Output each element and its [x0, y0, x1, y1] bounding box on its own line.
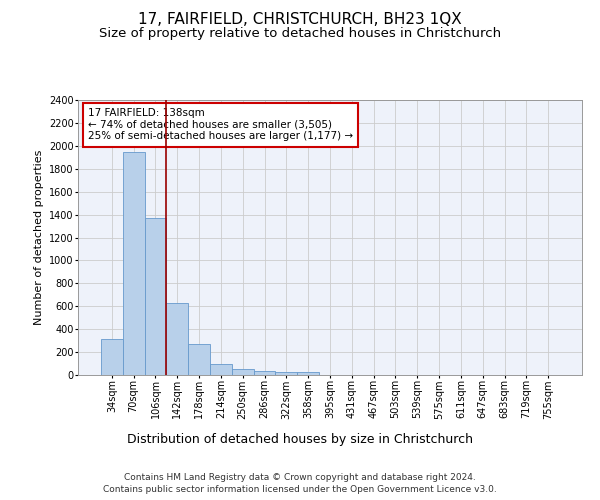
- Bar: [210, 364, 232, 375]
- Text: 17 FAIRFIELD: 138sqm
← 74% of detached houses are smaller (3,505)
25% of semi-de: 17 FAIRFIELD: 138sqm ← 74% of detached h…: [88, 108, 353, 142]
- Bar: [145, 218, 166, 375]
- Bar: [254, 371, 275, 375]
- Bar: [123, 152, 145, 375]
- Bar: [188, 344, 210, 375]
- Text: 17, FAIRFIELD, CHRISTCHURCH, BH23 1QX: 17, FAIRFIELD, CHRISTCHURCH, BH23 1QX: [138, 12, 462, 28]
- Bar: [232, 370, 254, 375]
- Bar: [275, 372, 297, 375]
- Bar: [297, 372, 319, 375]
- Text: Size of property relative to detached houses in Christchurch: Size of property relative to detached ho…: [99, 28, 501, 40]
- Y-axis label: Number of detached properties: Number of detached properties: [34, 150, 44, 325]
- Text: Contains HM Land Registry data © Crown copyright and database right 2024.: Contains HM Land Registry data © Crown c…: [124, 472, 476, 482]
- Bar: [101, 339, 123, 375]
- Text: Distribution of detached houses by size in Christchurch: Distribution of detached houses by size …: [127, 432, 473, 446]
- Bar: [166, 303, 188, 375]
- Text: Contains public sector information licensed under the Open Government Licence v3: Contains public sector information licen…: [103, 485, 497, 494]
